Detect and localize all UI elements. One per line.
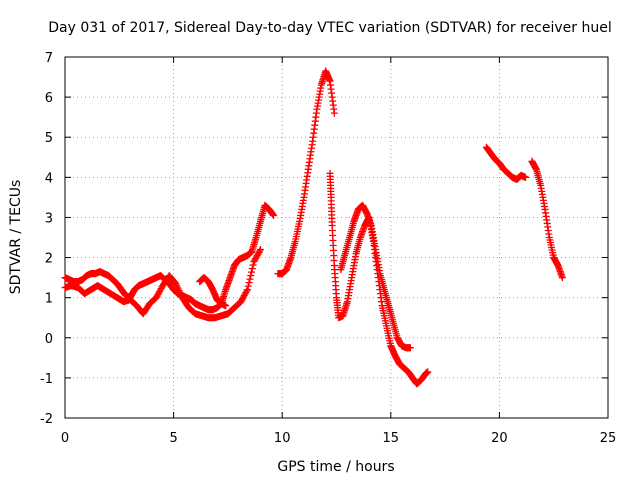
data-point [154,291,162,299]
x-tick-label: 20 [491,431,508,446]
data-point [246,275,254,283]
data-point [250,258,258,266]
data-point [249,261,257,269]
data-point [248,265,256,273]
data-point [245,279,253,287]
data-point [241,290,249,298]
data-point [253,252,261,260]
data-point [238,296,246,304]
axis-ticks [64,56,609,419]
data-point [239,293,247,301]
series-segment-h [528,157,566,282]
data-point [256,247,264,255]
data-points [61,67,566,388]
data-point [330,109,338,117]
data-point [270,211,278,219]
data-point [243,286,251,294]
data-point [251,256,259,264]
x-axis-label: GPS time / hours [277,459,394,475]
data-point [255,249,263,257]
y-tick-label: 3 [45,211,53,226]
data-point [153,292,161,300]
data-point [252,253,260,261]
series-segment-f [337,201,414,352]
data-point [237,298,245,306]
y-tick-label: 5 [45,131,53,146]
y-tick-label: 2 [45,252,53,267]
series-segment-b [61,246,264,322]
series-segment-e [326,169,432,388]
y-axis-label: SDTVAR / TECUs [8,180,24,295]
x-tick-label: 15 [383,431,400,446]
data-point [243,287,251,295]
tick-labels: 0 5 10 15 20 25 -2 -1 0 1 2 3 4 5 6 7 [40,51,616,446]
data-point [157,285,165,293]
y-tick-label: 1 [45,292,53,307]
data-point [240,292,248,300]
data-point [239,295,247,303]
data-point [222,302,230,310]
data-point [256,246,264,254]
y-tick-label: -1 [40,372,53,387]
data-point [152,294,160,302]
x-tick-label: 5 [169,431,177,446]
data-point [156,286,164,294]
y-tick-label: 7 [45,51,53,66]
data-point [254,250,262,258]
series-segment-g [482,143,529,183]
y-tick-label: 4 [45,171,53,186]
x-tick-label: 0 [61,431,69,446]
data-point [242,289,250,297]
data-point [424,368,432,376]
y-tick-label: -2 [40,412,53,427]
series-segment-c [196,274,230,310]
data-point [248,268,256,276]
data-point [247,272,255,280]
series-segment-d [274,67,338,278]
y-tick-label: 6 [45,91,53,106]
y-tick-label: 0 [45,332,53,347]
grid-lines [65,57,608,418]
data-point [406,344,414,352]
data-point [155,289,163,297]
x-tick-label: 25 [600,431,617,446]
data-point [558,274,566,282]
data-point [252,255,260,263]
x-tick-label: 10 [274,431,291,446]
data-point [521,173,529,181]
plot-frame [64,56,609,419]
chart-title: Day 031 of 2017, Sidereal Day-to-day VTE… [48,20,611,36]
data-point [244,282,252,290]
data-point [155,288,163,296]
